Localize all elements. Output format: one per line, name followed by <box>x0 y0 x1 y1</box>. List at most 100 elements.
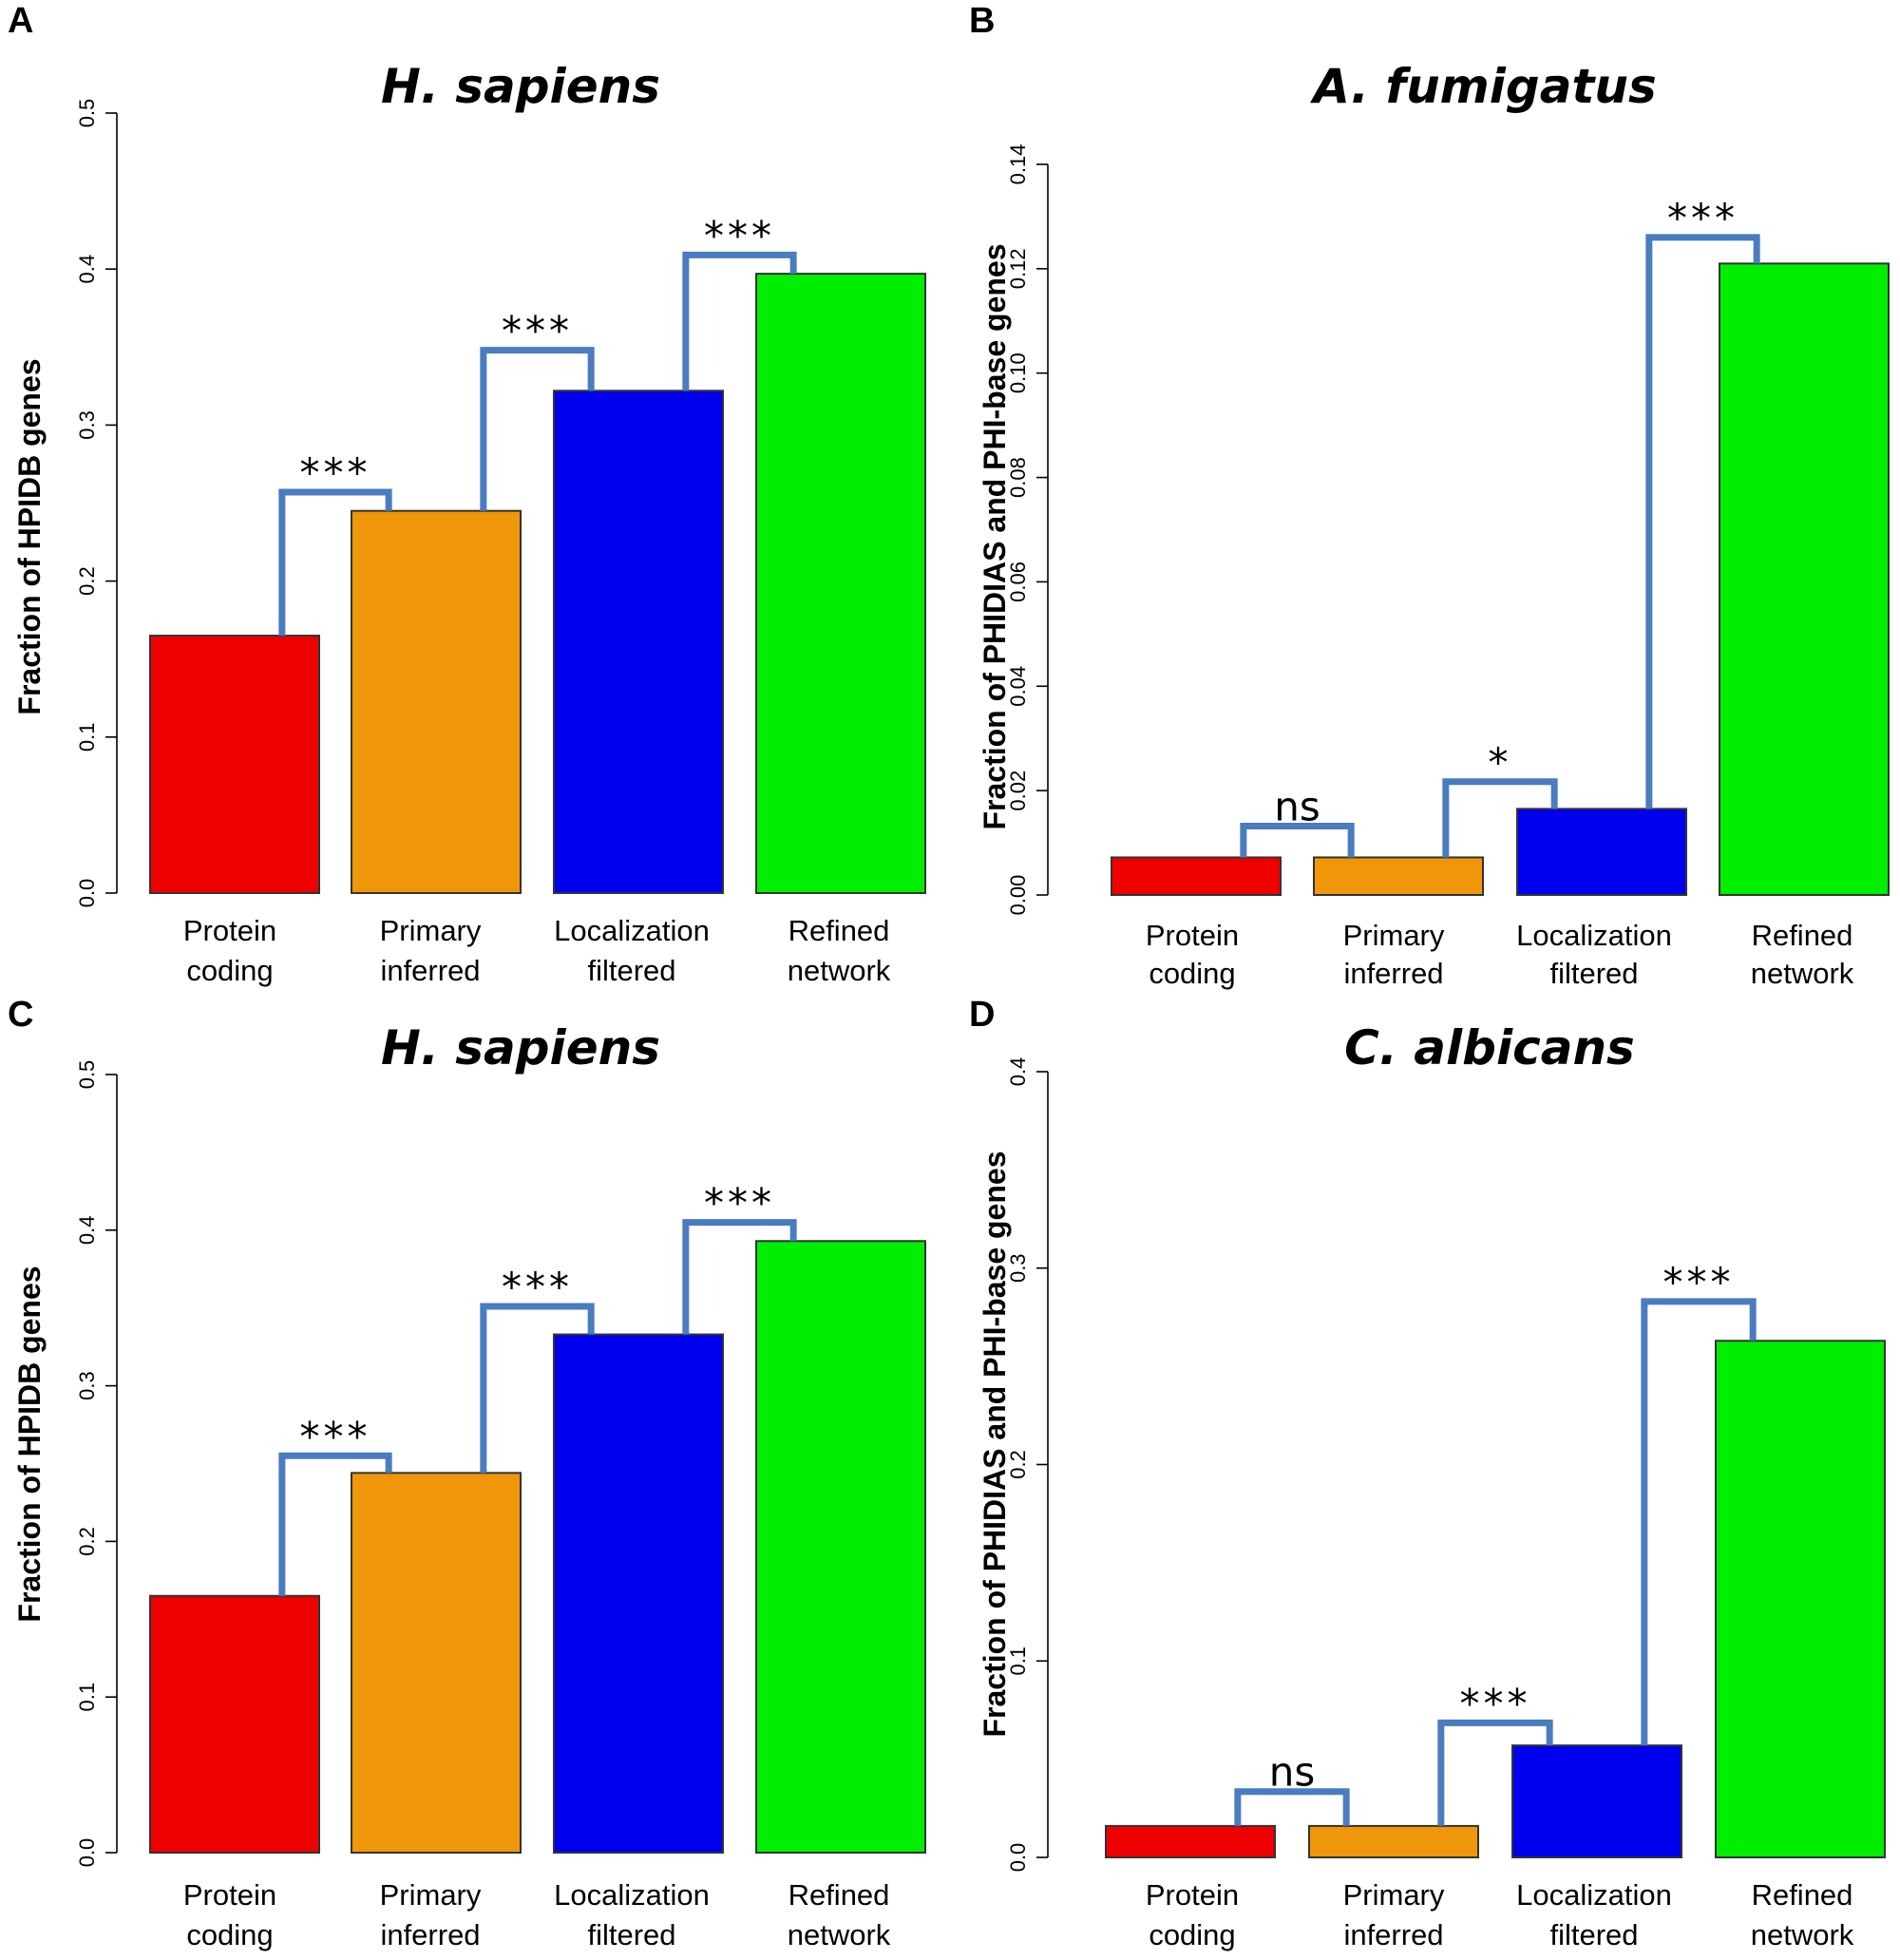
bar <box>1308 1824 1479 1859</box>
category-label: inferred <box>380 1918 480 1951</box>
y-tick-label: 0.04 <box>1006 666 1030 707</box>
significance-label: *** <box>1667 195 1738 241</box>
category-label: coding <box>186 1918 273 1951</box>
bar <box>1313 856 1484 896</box>
category-label: Localization <box>1516 1878 1672 1912</box>
category-label: network <box>1751 1918 1854 1951</box>
panel-d: D C. albicans Fraction of PHIDIAS and PHI-… <box>969 995 1886 1951</box>
y-tick-label: 0.1 <box>75 1683 99 1712</box>
y-tick-label: 0.14 <box>1006 144 1030 185</box>
chart-title: C. albicans <box>1344 1020 1635 1075</box>
bar <box>149 1594 320 1854</box>
significance-bracket <box>1645 234 1760 809</box>
bar <box>351 509 522 895</box>
significance-bracket <box>1240 822 1355 858</box>
panel-letter: B <box>969 1 995 41</box>
significance-bracket <box>278 1452 392 1596</box>
y-axis-label: Fraction of PHIDIAS and PHI-base genes <box>978 244 1012 830</box>
bar <box>553 1333 724 1854</box>
significance-bracket <box>1234 1788 1350 1826</box>
y-tick-label: 0.0 <box>75 1838 99 1868</box>
significance-bracket <box>278 488 392 637</box>
category-label: Primary <box>1343 1878 1445 1912</box>
significance-bracket <box>1437 1719 1553 1826</box>
category-label: Localization <box>1516 919 1672 952</box>
y-tick-label: 0.00 <box>1006 875 1030 916</box>
y-tick-label: 0.0 <box>1006 1843 1030 1873</box>
significance-label: *** <box>704 1180 775 1227</box>
significance-label: *** <box>502 1264 573 1310</box>
bar <box>351 1472 522 1854</box>
significance-label: ns <box>1274 783 1320 829</box>
chart-title: H. sapiens <box>381 59 660 114</box>
category-label: inferred <box>1343 957 1443 990</box>
significance-label: *** <box>1460 1680 1531 1726</box>
category-label: Protein <box>1146 1878 1239 1912</box>
panel-a: A H. sapiens Fraction of HPIDB genes 0.0 0.1… <box>8 1 926 987</box>
y-tick-label: 0.06 <box>1006 561 1030 602</box>
significance-label: *** <box>300 1413 371 1459</box>
category-label: Localization <box>554 1878 710 1912</box>
chart-title: H. sapiens <box>381 1020 660 1075</box>
y-tick-label: 0.10 <box>1006 352 1030 393</box>
bar <box>553 390 724 894</box>
y-tick-label: 0.3 <box>1006 1253 1030 1283</box>
y-tick-label: 0.5 <box>75 99 99 128</box>
y-tick-label: 0.2 <box>75 566 99 596</box>
category-label: network <box>788 954 891 987</box>
category-label: Primary <box>380 914 482 947</box>
y-tick-label: 0.2 <box>1006 1450 1030 1479</box>
category-label: network <box>788 1918 891 1951</box>
y-tick-label: 0.3 <box>75 1371 99 1400</box>
category-label: filtered <box>587 1918 675 1951</box>
significance-bracket <box>682 1219 797 1335</box>
category-label: inferred <box>1343 1918 1443 1951</box>
y-tick-label: 0.0 <box>75 879 99 908</box>
panel-letter: D <box>969 995 995 1035</box>
bar <box>1715 1340 1886 1859</box>
category-label: Protein <box>183 914 276 947</box>
significance-label: * <box>1489 739 1512 786</box>
significance-bracket <box>1641 1298 1757 1746</box>
y-tick-label: 0.2 <box>75 1527 99 1556</box>
significance-label: ns <box>1269 1749 1316 1796</box>
significance-bracket <box>480 347 595 511</box>
y-axis-label: Fraction of HPIDB genes <box>12 1265 47 1622</box>
bar <box>149 635 320 894</box>
category-label: Refined <box>1752 1878 1853 1912</box>
panel-letter: C <box>8 995 33 1035</box>
panel-b: B A. fumigatus Fraction of PHIDIAS and PHI… <box>969 1 1890 990</box>
y-tick-label: 0.08 <box>1006 457 1030 498</box>
category-label: Primary <box>380 1878 482 1912</box>
significance-label: *** <box>502 308 573 354</box>
category-label: Protein <box>1146 919 1239 952</box>
y-tick-label: 0.02 <box>1006 771 1030 811</box>
category-label: Localization <box>554 914 710 947</box>
bar <box>1516 808 1687 896</box>
category-label: inferred <box>380 954 480 987</box>
category-label: Refined <box>1752 919 1853 952</box>
category-label: Refined <box>788 914 890 947</box>
y-tick-label: 0.4 <box>75 255 99 284</box>
significance-label: *** <box>300 449 371 496</box>
bar <box>1511 1744 1682 1858</box>
y-tick-label: 0.5 <box>75 1060 99 1090</box>
bar <box>1719 262 1890 897</box>
y-tick-label: 0.12 <box>1006 248 1030 289</box>
category-label: Primary <box>1343 919 1445 952</box>
category-label: filtered <box>1549 957 1638 990</box>
category-label: coding <box>1149 1918 1235 1951</box>
bar <box>1105 1824 1276 1859</box>
y-tick-label: 0.4 <box>1006 1057 1030 1087</box>
category-label: filtered <box>1549 1918 1638 1951</box>
bar <box>1111 856 1282 896</box>
y-tick-label: 0.4 <box>75 1216 99 1246</box>
y-tick-label: 0.3 <box>75 410 99 440</box>
category-label: network <box>1751 957 1854 990</box>
category-label: Refined <box>788 1878 890 1912</box>
significance-label: *** <box>1663 1259 1735 1305</box>
significance-bracket <box>682 251 797 391</box>
category-label: coding <box>186 954 273 987</box>
significance-bracket <box>480 1303 595 1474</box>
